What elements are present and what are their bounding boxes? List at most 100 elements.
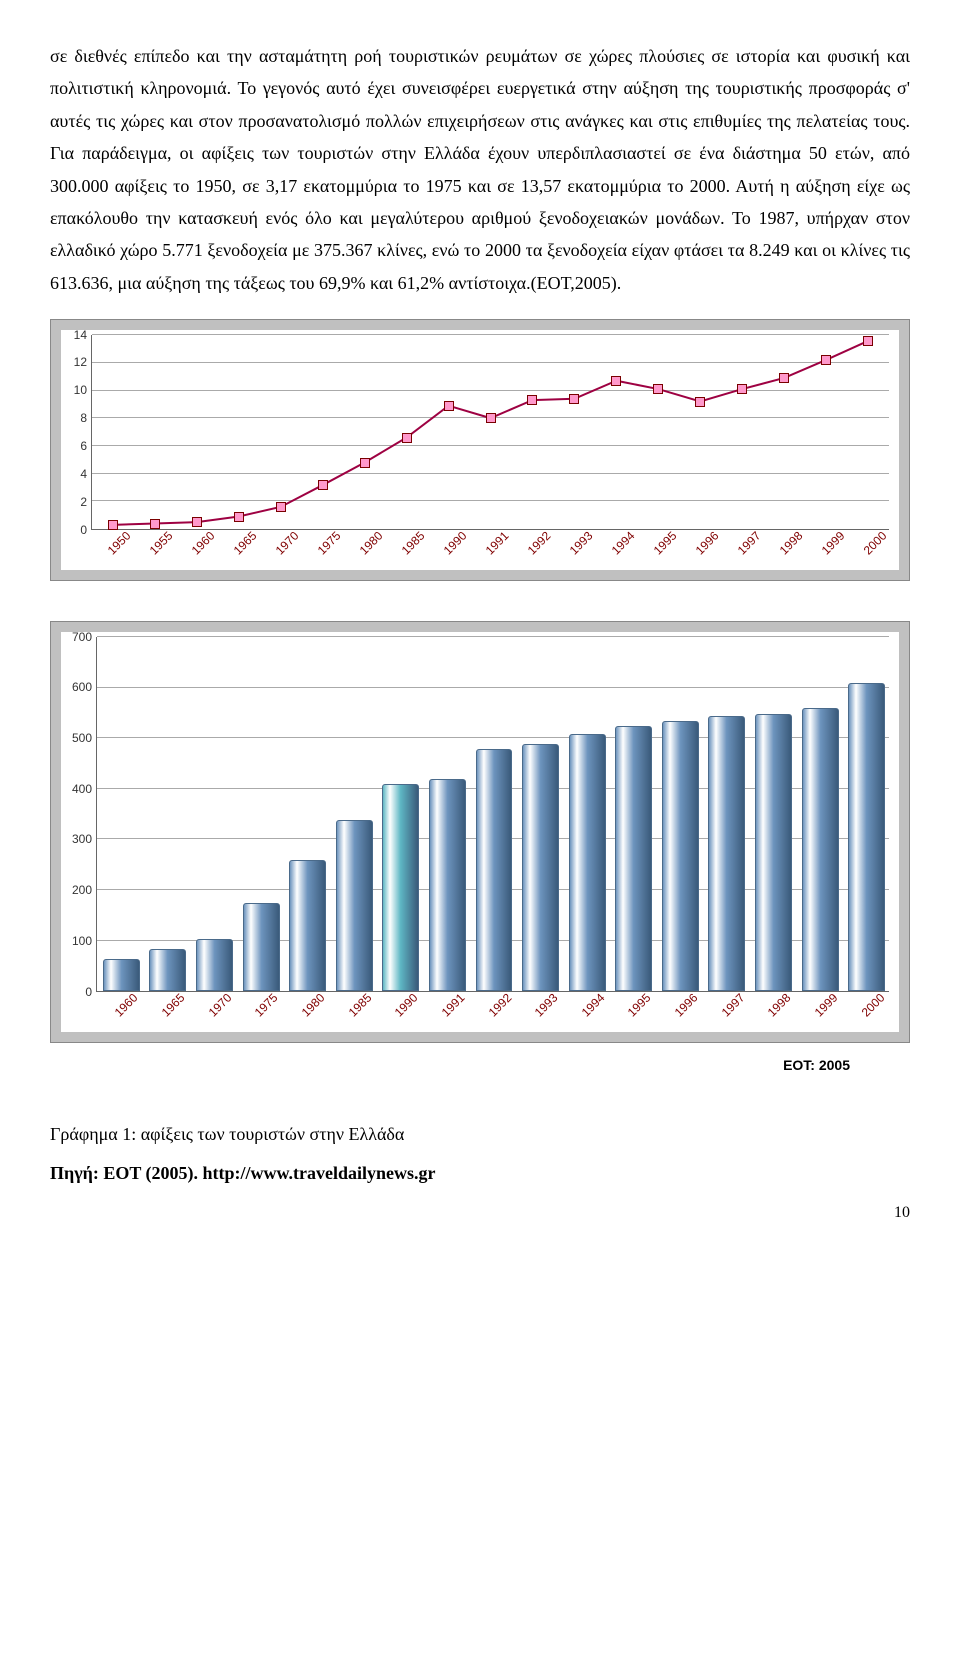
x-tick-label: 1998 [763,989,797,1023]
bar-plot-area [96,637,889,992]
data-marker [653,384,663,394]
y-tick-label: 14 [74,324,87,346]
chart-source-label: ΕΟΤ: 2005 [50,1053,910,1078]
x-tick-label: 1995 [623,989,657,1023]
data-marker [192,517,202,527]
x-tick-label: 1990 [439,527,473,561]
x-tick-label: 1990 [390,989,424,1023]
bar [382,784,419,991]
x-tick-label: 1991 [436,989,470,1023]
y-tick-label: 0 [85,981,92,1003]
bar-chart-container: 0 100 200 300 400 500 600 700 1960 1965 1970 1975 19… [50,621,910,1078]
data-marker [486,413,496,423]
source-prefix: Πηγή: [50,1163,103,1183]
data-marker [779,373,789,383]
x-tick-label: 1950 [103,527,137,561]
line-plot-area [91,335,889,530]
figure-source-line: Πηγή: ΕΟΤ (2005). http://www.traveldaily… [50,1157,910,1189]
y-tick-label: 100 [72,931,92,953]
y-tick-label: 700 [72,626,92,648]
x-tick-label: 1998 [775,527,809,561]
data-marker [569,394,579,404]
page-number: 10 [50,1199,910,1228]
data-marker [276,502,286,512]
data-marker [360,458,370,468]
bar [848,683,885,991]
x-tick-label: 1991 [481,527,515,561]
x-tick-label: 2000 [859,527,893,561]
x-tick-label: 1999 [810,989,844,1023]
y-tick-label: 6 [80,436,87,458]
x-tick-label: 1980 [355,527,389,561]
y-tick-label: 12 [74,352,87,374]
y-tick-label: 300 [72,829,92,851]
line-chart-frame: 0246810121419501955196019651970197519801… [50,319,910,581]
x-tick-label: 1985 [343,989,377,1023]
x-tick-label: 1994 [576,989,610,1023]
figure-caption: Γράφημα 1: αφίξεις των τουριστών στην Ελ… [50,1118,910,1150]
data-marker [737,384,747,394]
bar [708,716,745,991]
bar [289,860,326,991]
data-marker [234,512,244,522]
x-tick-label: 1996 [691,527,725,561]
x-tick-label: 1996 [670,989,704,1023]
source-text: ΕΟΤ (2005). http://www.traveldailynews.g… [103,1163,435,1183]
data-marker [108,520,118,530]
bar [755,714,792,992]
x-tick-label: 2000 [856,989,890,1023]
x-tick-label: 1965 [229,527,263,561]
x-tick-label: 1965 [157,989,191,1023]
data-marker [402,433,412,443]
bar [615,726,652,991]
bar [476,749,513,991]
x-tick-label: 1985 [397,527,431,561]
x-tick-label: 1994 [607,527,641,561]
data-marker [821,355,831,365]
data-marker [150,519,160,529]
line-chart-container: 0246810121419501955196019651970197519801… [50,319,910,581]
x-tick-label: 1999 [817,527,851,561]
data-marker [863,336,873,346]
y-tick-label: 600 [72,677,92,699]
y-tick-label: 400 [72,778,92,800]
bar [802,708,839,991]
data-marker [695,397,705,407]
x-tick-label: 1997 [716,989,750,1023]
bar-chart-plot: 0100200300400500600700196019651970197519… [61,632,899,1032]
x-tick-label: 1997 [733,527,767,561]
y-tick-label: 2 [80,491,87,513]
y-tick-label: 10 [74,380,87,402]
data-marker [527,395,537,405]
y-tick-label: 0 [80,519,87,541]
x-tick-label: 1970 [271,527,305,561]
x-tick-label: 1992 [523,527,557,561]
x-tick-label: 1975 [250,989,284,1023]
x-tick-label: 1960 [110,989,144,1023]
bar [662,721,699,991]
x-tick-label: 1993 [530,989,564,1023]
x-tick-label: 1975 [313,527,347,561]
x-tick-label: 1995 [649,527,683,561]
bar-chart-frame: 0 100 200 300 400 500 600 700 1960 1965 1970 1975 19… [50,621,910,1043]
x-tick-label: 1955 [145,527,179,561]
data-marker [318,480,328,490]
line-chart-plot: 0246810121419501955196019651970197519801… [61,330,899,570]
bar [243,903,280,991]
y-tick-label: 500 [72,728,92,750]
bar [103,959,140,991]
bar [569,734,606,991]
bar [429,779,466,991]
bar [336,820,373,991]
y-tick-label: 4 [80,464,87,486]
x-tick-label: 1970 [203,989,237,1023]
x-tick-label: 1960 [187,527,221,561]
body-paragraph: σε διεθνές επίπεδο και την ασταμάτητη ρο… [50,40,910,299]
bar [196,939,233,992]
bar [522,744,559,991]
data-marker [611,376,621,386]
y-tick-label: 200 [72,880,92,902]
bar [149,949,186,991]
x-tick-label: 1992 [483,989,517,1023]
y-tick-label: 8 [80,408,87,430]
